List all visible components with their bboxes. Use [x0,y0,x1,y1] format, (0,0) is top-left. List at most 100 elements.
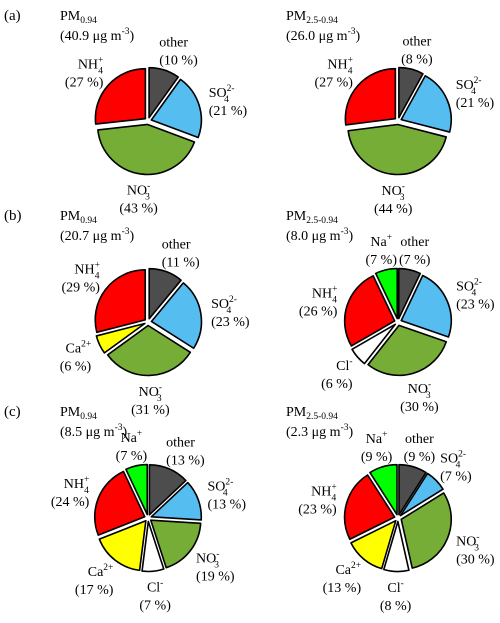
slice-label-name: NH+ 4 [78,55,104,76]
slice-label-percent: (6 %) [60,359,92,374]
slice-label-name: NO-3 [408,380,431,401]
slice-label-nh4: NH+ 4(29 %) [61,260,100,295]
slice-label-name: Cl- [336,357,352,374]
slice-label-percent: (43 %) [119,201,158,216]
slice-label-nh4: NH+ 4(26 %) [299,284,338,319]
pie-panel: (a) PM0.94(40.9 μg m-3) other(10 %)SO2-4(2… [4,8,248,216]
slice-label-percent: (31 %) [131,403,170,418]
slice-label-so4: SO2-4(13 %) [208,477,247,512]
pie-slice-cl [351,323,397,365]
slice-label-percent: (8 %) [380,599,412,614]
slice-label-no3: NO-3(31 %) [131,383,170,418]
pie-slice-na [125,463,149,516]
panel-row-label: (c) [4,404,21,420]
slice-label-name: Cl- [147,579,163,596]
pie-slice-so4 [399,472,444,517]
slice-label-name: Na+ [370,233,392,250]
slice-label-so4: SO2-4(21 %) [456,76,495,111]
pie-slice-nh4 [94,67,147,125]
slice-label-percent: (9 %) [361,450,393,465]
pie-slice-no3 [367,324,448,377]
slice-label-percent: (8 %) [401,52,433,67]
panel-title: PM2.5-0.94 [286,209,338,226]
pie-slice-other [148,267,182,320]
slice-label-name: SO2-4 [456,278,482,299]
slice-label-percent: (9 %) [404,450,436,465]
slice-label-percent: (21 %) [209,104,248,119]
pie-slice-nh4 [343,275,396,347]
slice-label-name: NH+ 4 [311,483,337,504]
slice-label-percent: (44 %) [374,202,413,217]
pie-slice-no3 [347,123,448,176]
concentration-label: (8.5 μg m-3) [60,423,127,440]
slice-label-cl: Cl- (6 %) [321,357,353,392]
slice-label-ca: Ca2+ (6 %) [60,339,92,374]
pie-panel: PM2.5-0.94(26.0 μg m-3) other(8 %) SO2-4(2… [286,9,495,217]
panel-title: PM2.5-0.94 [286,9,338,26]
slice-label-percent: (7 %) [399,253,431,268]
slice-label-percent: (24 %) [51,495,90,510]
concentration-label: (26.0 μg m-3) [286,27,360,44]
slice-label-percent: (6 %) [321,377,353,392]
pie-slice-ca [98,519,147,572]
pie-panel: PM2.5-0.94(8.0 μg m-3) other(7 %)SO2-4(23… [286,209,495,415]
pie-slice-other [398,66,424,119]
slice-label-percent: (19 %) [196,570,235,585]
pie-slice-nh4 [93,470,146,536]
slice-label-name: NO-3 [196,550,219,571]
pie-slice-cl [141,520,165,573]
slice-label-name: NO-3 [456,532,479,553]
pie-slice-ca [350,519,397,570]
concentration-label: (8.0 μg m-3) [286,227,353,244]
slice-label-percent: (27 %) [65,75,104,90]
slice-label-nh4: NH+ 4(27 %) [65,55,104,90]
slice-label-percent: (10 %) [159,54,198,69]
pie-slice-other [148,463,187,516]
panel-row-label: (b) [4,208,22,224]
slice-label-name: NH+ 4 [327,56,353,77]
slice-label-other: other (8 %) [401,34,433,67]
pie-slice-other [398,463,427,516]
slice-label-no3: NO-3(19 %) [196,550,235,585]
slice-label-name: other [405,432,434,447]
pie-slice-nh4 [94,269,147,334]
slice-label-no3: NO-3(30 %) [456,532,495,567]
slice-label-percent: (30 %) [456,552,495,567]
pie-panel: (b) PM0.94(20.7 μg m-3)other(11 %)SO2-4(2… [4,208,250,418]
pie-panel: (c) PM0.94(8.5 μg m-3) other (13 %)SO2-4(13… [4,404,246,614]
pie-slice-so4 [150,282,203,350]
slice-label-nh4: NH+ 4(23 %) [298,483,337,518]
slice-label-name: NH+ 4 [312,284,338,305]
slice-label-na: Na+ (9 %) [361,430,393,465]
panel-title: PM0.94 [60,209,97,226]
slice-label-nh4: NH+ 4(24 %) [51,475,90,510]
slice-label-name: other [162,237,191,252]
pie-slice-no3 [106,324,192,377]
pie-slice-so4 [400,74,452,133]
pie-panels: (a) PM0.94(40.9 μg m-3) other(10 %)SO2-4(2… [4,8,495,614]
slice-label-percent: (7 %) [116,449,148,464]
slice-label-name: NO-3 [382,182,405,203]
pie-slice-ca [95,322,146,354]
slice-label-cl: Cl- (7 %) [139,579,171,614]
slice-label-no3: NO-3(30 %) [400,380,439,415]
slice-label-percent: (21 %) [456,96,495,111]
slice-label-name: Na+ [121,429,143,446]
slice-label-name: other [400,235,429,250]
pie-slice-nh4 [343,474,396,541]
slice-label-name: NO-3 [139,383,162,404]
concentration-label: (20.7 μg m-3) [60,227,134,244]
slice-label-so4: SO2-4(23 %) [211,295,250,330]
slice-label-name: NO-3 [127,181,150,202]
slice-label-name: NH+ 4 [64,475,90,496]
panel-title: PM0.94 [60,9,97,26]
slice-label-name: NH+ 4 [74,260,100,281]
slice-label-cl: Cl- (8 %) [380,579,412,614]
slice-label-so4: SO2-4(7 %) [440,450,472,485]
pie-slice-other [148,66,180,119]
slice-label-percent: (30 %) [400,400,439,415]
pie-slice-so4 [150,481,203,521]
slice-label-percent: (23 %) [211,315,250,330]
slice-label-na: Na+ (7 %) [116,429,148,464]
concentration-label: (40.9 μg m-3) [60,27,134,44]
